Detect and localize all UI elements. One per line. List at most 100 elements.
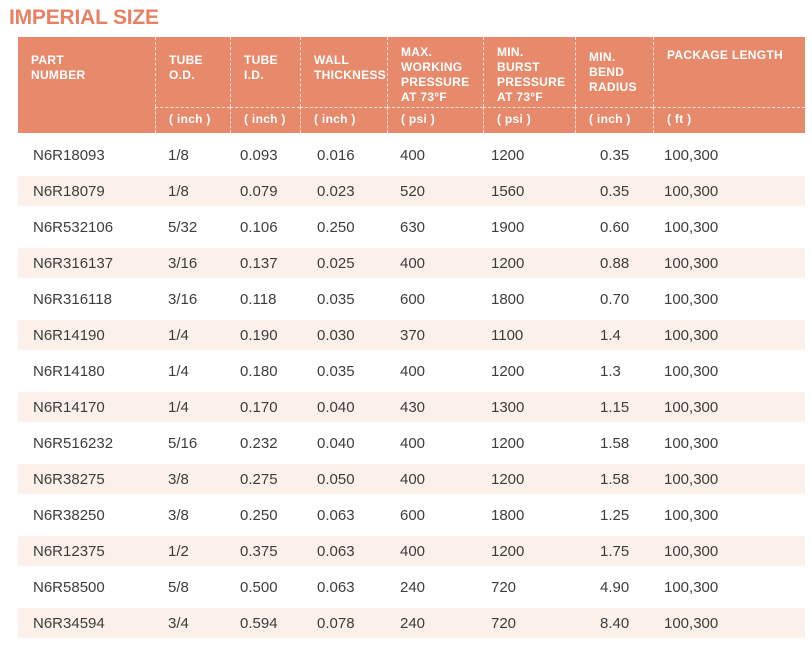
table-cell: 0.500: [240, 578, 278, 596]
table-cell: 0.016: [317, 146, 355, 164]
table-header: PART NUMBER TUBE O.D. TUBE I.D. WALL THICKN…: [18, 37, 805, 133]
table-cell: 1/8: [168, 182, 189, 200]
table-cell: 1200: [491, 146, 525, 164]
table-cell: 600: [400, 506, 426, 524]
column-unit: [18, 107, 155, 133]
page-title: IMPERIAL SIZE: [9, 6, 159, 29]
table-cell: 0.250: [317, 218, 355, 236]
table-cell: 0.190: [240, 326, 278, 344]
table-cell: 1200: [491, 362, 525, 380]
table-cell: N6R316118: [33, 290, 112, 308]
header-unit-row: ( inch )( inch )( inch )( psi )( psi )( …: [18, 107, 805, 133]
table-cell: 0.035: [317, 362, 355, 380]
table-cell: 1800: [491, 290, 525, 308]
table-cell: 1200: [491, 542, 525, 560]
column-unit: ( inch ): [575, 107, 653, 133]
table-cell: 0.025: [317, 254, 355, 272]
column-header: WALL THICKNESS: [300, 37, 387, 107]
column-header: MAX. WORKING PRESSURE AT 73°F: [387, 37, 483, 107]
table-cell: 720: [491, 614, 517, 632]
table-cell: 1/4: [168, 362, 189, 380]
table-cell: 1.15: [600, 398, 630, 416]
table-cell: 100,300: [664, 218, 719, 236]
column-header: PACKAGE LENGTH: [653, 37, 805, 107]
table-cell: 1800: [491, 506, 525, 524]
table-cell: N6R18093: [33, 146, 105, 164]
table-row: N6R316137 3/16 0.137 0.025 400 1200 0.88 100,30…: [18, 245, 805, 281]
table-cell: 0.250: [240, 506, 278, 524]
table-cell: N6R18079: [33, 182, 105, 200]
table-cell: N6R58500: [33, 578, 105, 596]
table-cell: 5/32: [168, 218, 198, 236]
table-cell: 100,300: [664, 146, 719, 164]
table-cell: N6R316137: [33, 254, 114, 272]
table-cell: 0.88: [600, 254, 630, 272]
table-row: N6R516232 5/16 0.232 0.040 400 1200 1.58 100,30…: [18, 425, 805, 461]
column-header: TUBE I.D.: [230, 37, 300, 107]
column-unit: ( ft ): [653, 107, 805, 133]
table-cell: 0.70: [600, 290, 630, 308]
header-label-row: PART NUMBER TUBE O.D. TUBE I.D. WALL THICKN…: [18, 37, 805, 107]
table-row: N6R316118 3/16 0.118 0.035 600 1800 0.70 100,30…: [18, 281, 805, 317]
table-cell: 0.063: [317, 578, 355, 596]
table-cell: 0.170: [240, 398, 278, 416]
table-cell: 100,300: [664, 434, 719, 452]
table-cell: 240: [400, 578, 426, 596]
table-cell: 1300: [491, 398, 525, 416]
table-cell: 100,300: [664, 254, 719, 272]
table-cell: N6R14180: [33, 362, 105, 380]
column-header: MIN. BURST PRESSURE AT 73°F: [483, 37, 575, 107]
table-cell: 400: [400, 362, 426, 380]
table-cell: 1/2: [168, 542, 189, 560]
table-cell: 0.078: [317, 614, 355, 632]
table-cell: 1200: [491, 470, 525, 488]
table-cell: N6R14190: [33, 326, 105, 344]
table-cell: N6R532106: [33, 218, 114, 236]
imperial-size-table: PART NUMBER TUBE O.D. TUBE I.D. WALL THICKN…: [18, 37, 805, 641]
table-cell: 100,300: [664, 542, 719, 560]
table-cell: 1.4: [600, 326, 621, 344]
table-cell: 0.35: [600, 146, 630, 164]
table-cell: 240: [400, 614, 426, 632]
table-cell: 0.118: [240, 290, 277, 308]
column-header: TUBE O.D.: [155, 37, 230, 107]
table-cell: N6R12375: [33, 542, 105, 560]
table-cell: 100,300: [664, 470, 719, 488]
table-row: N6R14190 1/4 0.190 0.030 370 1100 1.4 100,300: [18, 317, 805, 353]
table-cell: 3/4: [168, 614, 189, 632]
table-cell: 0.106: [240, 218, 278, 236]
table-cell: 100,300: [664, 614, 719, 632]
table-row: N6R14170 1/4 0.170 0.040 430 1300 1.15 100,300: [18, 389, 805, 425]
table-cell: 630: [400, 218, 426, 236]
table-cell: 0.35: [600, 182, 630, 200]
column-header: PART NUMBER: [31, 53, 86, 82]
table-cell: 0.063: [317, 542, 355, 560]
table-row: N6R58500 5/8 0.500 0.063 240 720 4.90 100,300: [18, 569, 805, 605]
table-cell: 1.75: [600, 542, 630, 560]
table-cell: 600: [400, 290, 426, 308]
table-cell: 1200: [491, 434, 525, 452]
table-cell: 0.60: [600, 218, 630, 236]
table-cell: 1.58: [600, 470, 630, 488]
table-cell: 100,300: [664, 290, 719, 308]
table-cell: 400: [400, 254, 426, 272]
table-row: N6R34594 3/4 0.594 0.078 240 720 8.40 100,300: [18, 605, 805, 641]
table-cell: 1/8: [168, 146, 189, 164]
table-cell: 0.594: [240, 614, 278, 632]
table-cell: 0.023: [317, 182, 355, 200]
table-cell: 0.137: [240, 254, 278, 272]
table-cell: 1.25: [600, 506, 630, 524]
table-cell: 400: [400, 542, 426, 560]
table-cell: N6R38250: [33, 506, 105, 524]
table-cell: 1100: [491, 326, 524, 344]
table-cell: N6R34594: [33, 614, 105, 632]
table-cell: 5/16: [168, 434, 198, 452]
table-cell: 0.093: [240, 146, 278, 164]
table-cell: 100,300: [664, 362, 719, 380]
table-cell: N6R14170: [33, 398, 105, 416]
table-cell: 1200: [491, 254, 525, 272]
table-cell: 3/16: [168, 290, 198, 308]
table-cell: 520: [400, 182, 426, 200]
table-cell: 1560: [491, 182, 525, 200]
